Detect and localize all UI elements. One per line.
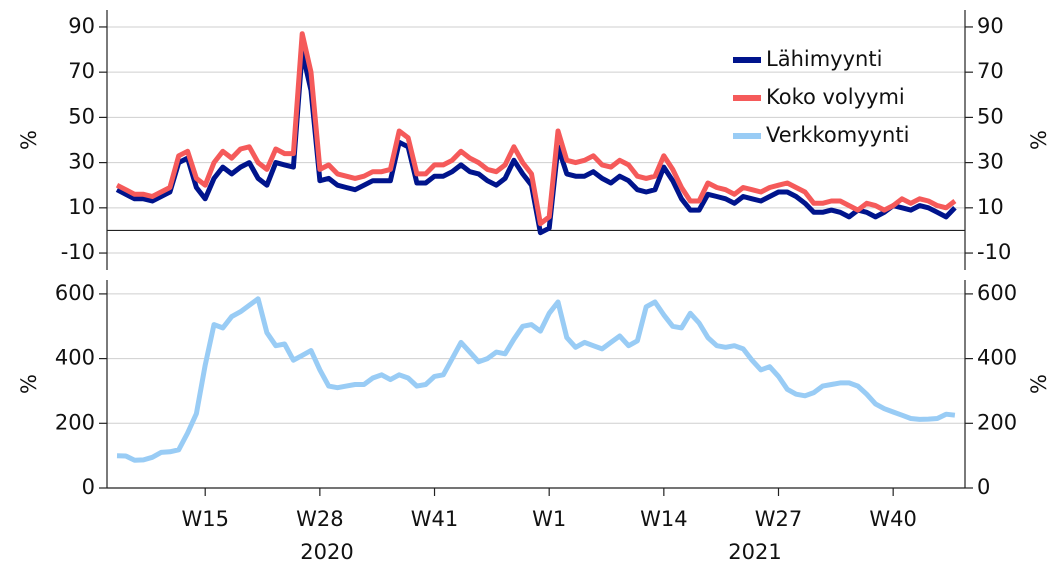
legend-label: Lähimyynti: [766, 47, 882, 71]
y2-tick-label: 0: [977, 475, 990, 499]
y2-tick-label: 90: [977, 14, 1004, 38]
y2-tick-label: 50: [977, 104, 1004, 128]
y2-tick-label: 30: [977, 150, 1004, 174]
y-axis-label: %: [17, 374, 41, 394]
y-tick-label: 50: [68, 104, 95, 128]
series-line: [116, 296, 956, 463]
y2-tick-label: 600: [977, 281, 1017, 305]
y2-tick-label: -10: [977, 240, 1011, 264]
x-tick-label: W15: [181, 507, 229, 531]
y-tick-label: 90: [68, 14, 95, 38]
y2-tick-label: 200: [977, 410, 1017, 434]
y-tick-label: 0: [82, 475, 95, 499]
y-tick-label: 200: [55, 410, 95, 434]
legend-label: Koko volyymi: [766, 85, 905, 109]
y2-tick-label: 70: [977, 59, 1004, 83]
x-tick-label: W40: [869, 507, 917, 531]
y-tick-label: -10: [61, 240, 95, 264]
x-tick-label: W14: [640, 507, 688, 531]
x-tick-label: W1: [532, 507, 566, 531]
y2-axis-label: %: [1027, 130, 1051, 150]
legend-label: Verkkomyynti: [766, 123, 909, 147]
x-tick-label: W27: [755, 507, 803, 531]
y-tick-label: 30: [68, 150, 95, 174]
y2-tick-label: 400: [977, 346, 1017, 370]
x-tick-label: W41: [411, 507, 459, 531]
series-line: [115, 31, 957, 227]
y-tick-label: 400: [55, 346, 95, 370]
y-tick-label: 600: [55, 281, 95, 305]
y-axis-label: %: [17, 130, 41, 150]
x-tick-label: W28: [296, 507, 344, 531]
x-group-label: 2020: [300, 540, 353, 564]
x-group-label: 2021: [728, 540, 781, 564]
y2-axis-label: %: [1027, 374, 1051, 394]
y-tick-label: 70: [68, 59, 95, 83]
y-tick-label: 10: [68, 195, 95, 219]
y2-tick-label: 10: [977, 195, 1004, 219]
